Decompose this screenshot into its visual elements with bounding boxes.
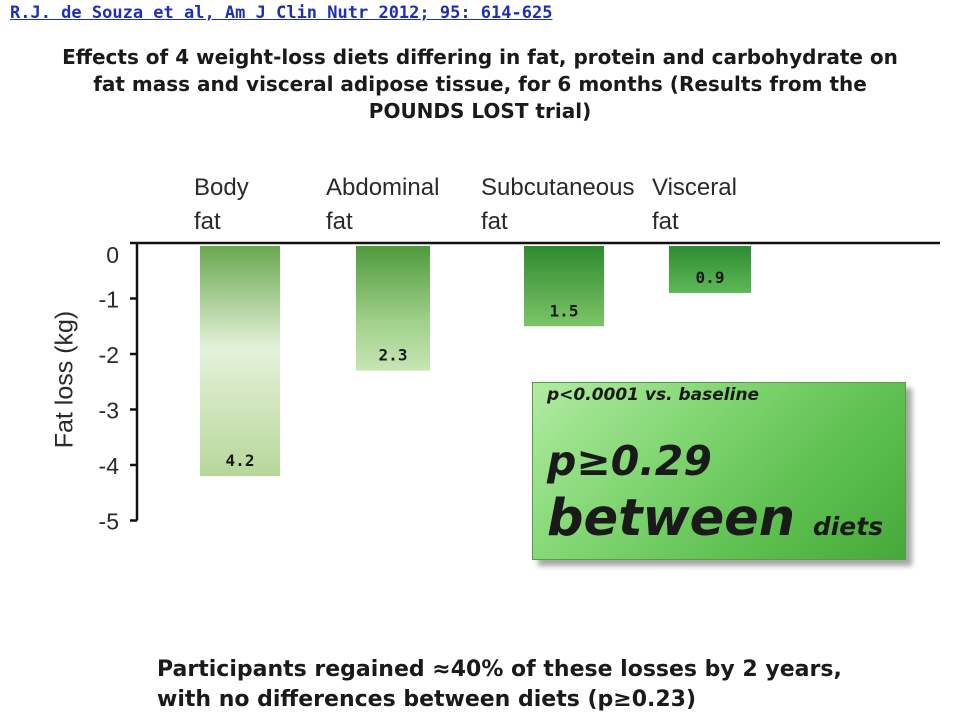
- y-tick-label: 0: [106, 242, 119, 268]
- baseline-p-value: p<0.0001 vs. baseline: [547, 385, 760, 405]
- data-label: 4.2: [226, 451, 255, 470]
- y-tick-label: -1: [99, 287, 119, 313]
- y-tick-label: -3: [99, 398, 119, 424]
- y-axis-label: Fat loss (kg): [50, 310, 79, 449]
- category-label: Visceral fat: [652, 171, 737, 239]
- category-label-line: fat: [481, 208, 508, 235]
- category-label-line: fat: [194, 208, 221, 235]
- data-label: 1.5: [550, 301, 579, 320]
- y-tick-label: -2: [99, 342, 119, 368]
- data-label: 2.3: [379, 346, 408, 365]
- between-word: between: [547, 489, 796, 548]
- between-diets-p-value: p≥0.29: [547, 437, 712, 485]
- footer-line: Participants regained ≈40% of these loss…: [157, 657, 842, 682]
- chart-title: Effects of 4 weight-loss diets differing…: [0, 44, 960, 125]
- bar-subcutaneous-fat: [524, 246, 604, 327]
- citation[interactable]: R.J. de Souza et al, Am J Clin Nutr 2012…: [10, 3, 553, 23]
- category-label-line: fat: [326, 208, 353, 235]
- category-label: Body fat: [194, 171, 249, 239]
- y-tick-label: -5: [99, 509, 119, 535]
- footer-note: Participants regained ≈40% of these loss…: [157, 655, 842, 715]
- category-label: Abdominal fat: [326, 171, 439, 239]
- category-label-line: Subcutaneous: [481, 174, 635, 201]
- title-line: POUNDS LOST trial): [368, 99, 592, 123]
- category-label-line: Abdominal: [326, 174, 440, 201]
- bar-abdominal-fat: [356, 246, 430, 371]
- category-label-line: Visceral: [652, 174, 737, 201]
- y-tick-label: -4: [99, 453, 120, 479]
- between-diets-text: between diets: [547, 489, 883, 557]
- bar-body-fat: [200, 246, 280, 477]
- category-label: Subcutaneous fat: [481, 171, 634, 239]
- p-value-box: p<0.0001 vs. baseline p≥0.29 between die…: [532, 382, 906, 560]
- bar-visceral-fat: [669, 246, 751, 293]
- title-line: fat mass and visceral adipose tissue, fo…: [93, 72, 867, 96]
- diets-word: diets: [812, 512, 884, 541]
- category-label-line: Body: [194, 174, 249, 201]
- footer-line: with no differences between diets (p≥0.2…: [157, 687, 697, 712]
- data-label: 0.9: [696, 268, 725, 287]
- title-line: Effects of 4 weight-loss diets differing…: [62, 45, 898, 69]
- category-label-line: fat: [652, 208, 679, 235]
